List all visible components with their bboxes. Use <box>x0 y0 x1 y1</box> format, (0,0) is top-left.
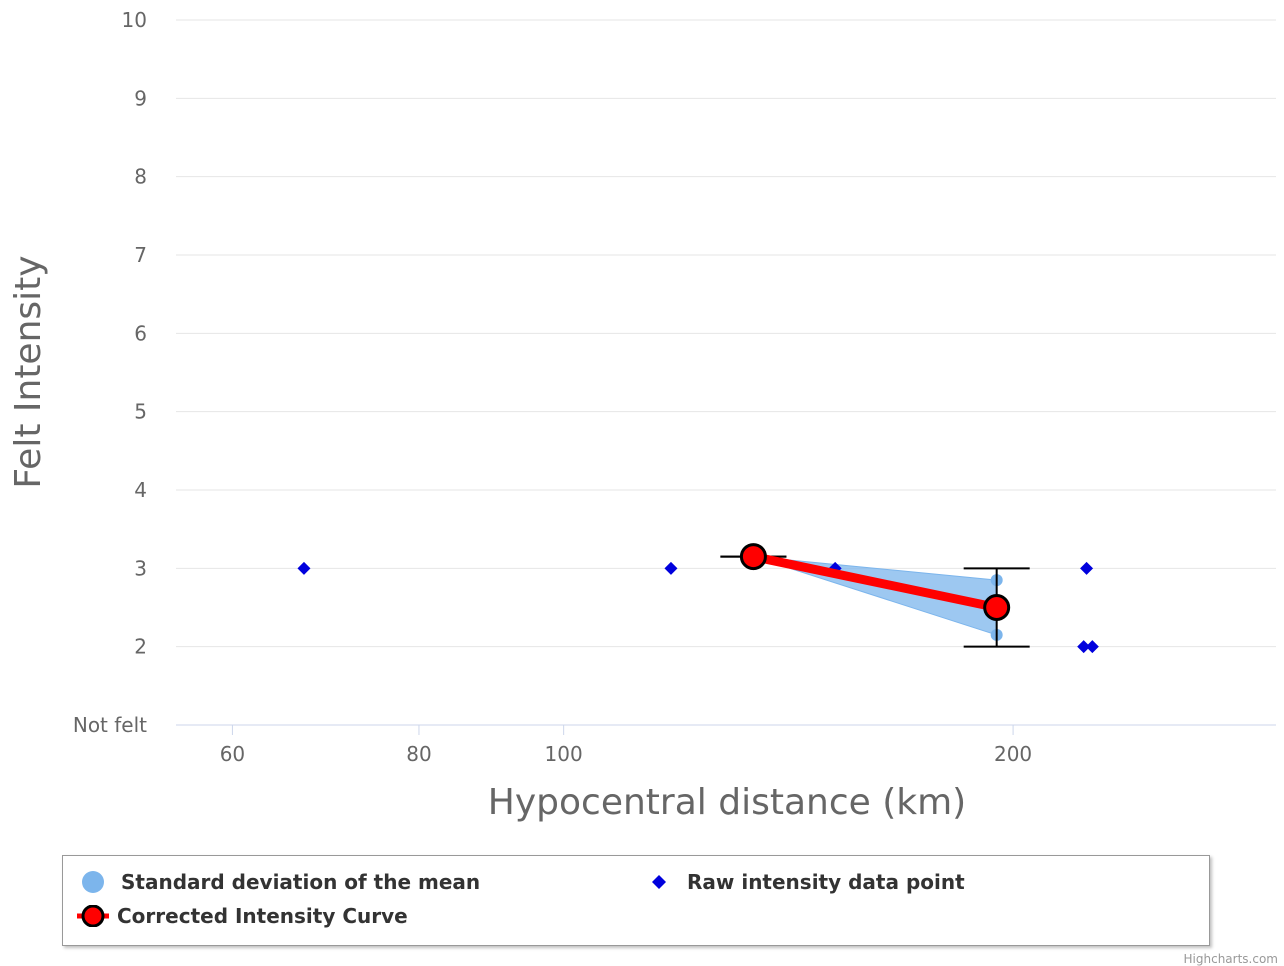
corrected-curve-line <box>748 552 1002 612</box>
legend-label-curve: Corrected Intensity Curve <box>117 904 408 928</box>
x-axis: 60 80 100 200 <box>220 725 1032 766</box>
legend-item-raw[interactable]: Raw intensity data point <box>647 870 965 894</box>
x-tick-label: 80 <box>406 742 431 766</box>
raw-data-point <box>1085 640 1099 654</box>
corrected-curve-point <box>983 594 1011 621</box>
raw-data-point <box>1080 561 1094 575</box>
legend-item-curve[interactable]: Corrected Intensity Curve <box>77 904 408 928</box>
raw-data-point <box>1077 640 1091 654</box>
chart: 60 80 100 200 Not felt 2 3 4 5 6 7 8 9 10 Felt Inten… <box>8 8 1276 823</box>
diamond-icon <box>647 871 679 893</box>
legend-label-raw: Raw intensity data point <box>687 870 965 894</box>
x-axis-title: Hypocentral distance (km) <box>488 782 966 823</box>
y-tick-label: 3 <box>134 556 147 580</box>
y-axis-title: Felt Intensity <box>8 255 49 488</box>
grid-lines <box>176 19 1276 726</box>
legend: Standard deviation of the mean Raw inten… <box>62 855 1210 946</box>
y-tick-label: 2 <box>134 635 147 659</box>
x-tick-label: 200 <box>994 742 1032 766</box>
y-tick-label: 7 <box>134 243 147 267</box>
y-tick-label: 10 <box>122 8 147 32</box>
legend-item-std[interactable]: Standard deviation of the mean <box>81 870 480 894</box>
credits[interactable]: Highcharts.com <box>1183 952 1278 966</box>
y-tick-label: 5 <box>134 400 147 424</box>
raw-data-point <box>297 561 311 575</box>
x-tick-label: 60 <box>220 742 245 766</box>
circle-icon <box>81 871 113 893</box>
y-axis: Not felt 2 3 4 5 6 7 8 9 10 <box>73 8 147 737</box>
corrected-curve-point <box>739 543 767 571</box>
x-tick-label: 100 <box>545 742 583 766</box>
y-tick-label: 9 <box>134 86 147 110</box>
y-tick-label: 4 <box>134 478 147 502</box>
line-circle-icon <box>77 905 109 927</box>
plot-area <box>297 543 1099 654</box>
raw-data-point <box>664 561 678 575</box>
y-tick-label: 6 <box>134 321 147 345</box>
y-tick-label: 8 <box>134 165 147 189</box>
y-tick-label: Not felt <box>73 713 147 737</box>
legend-label-std: Standard deviation of the mean <box>121 870 481 894</box>
